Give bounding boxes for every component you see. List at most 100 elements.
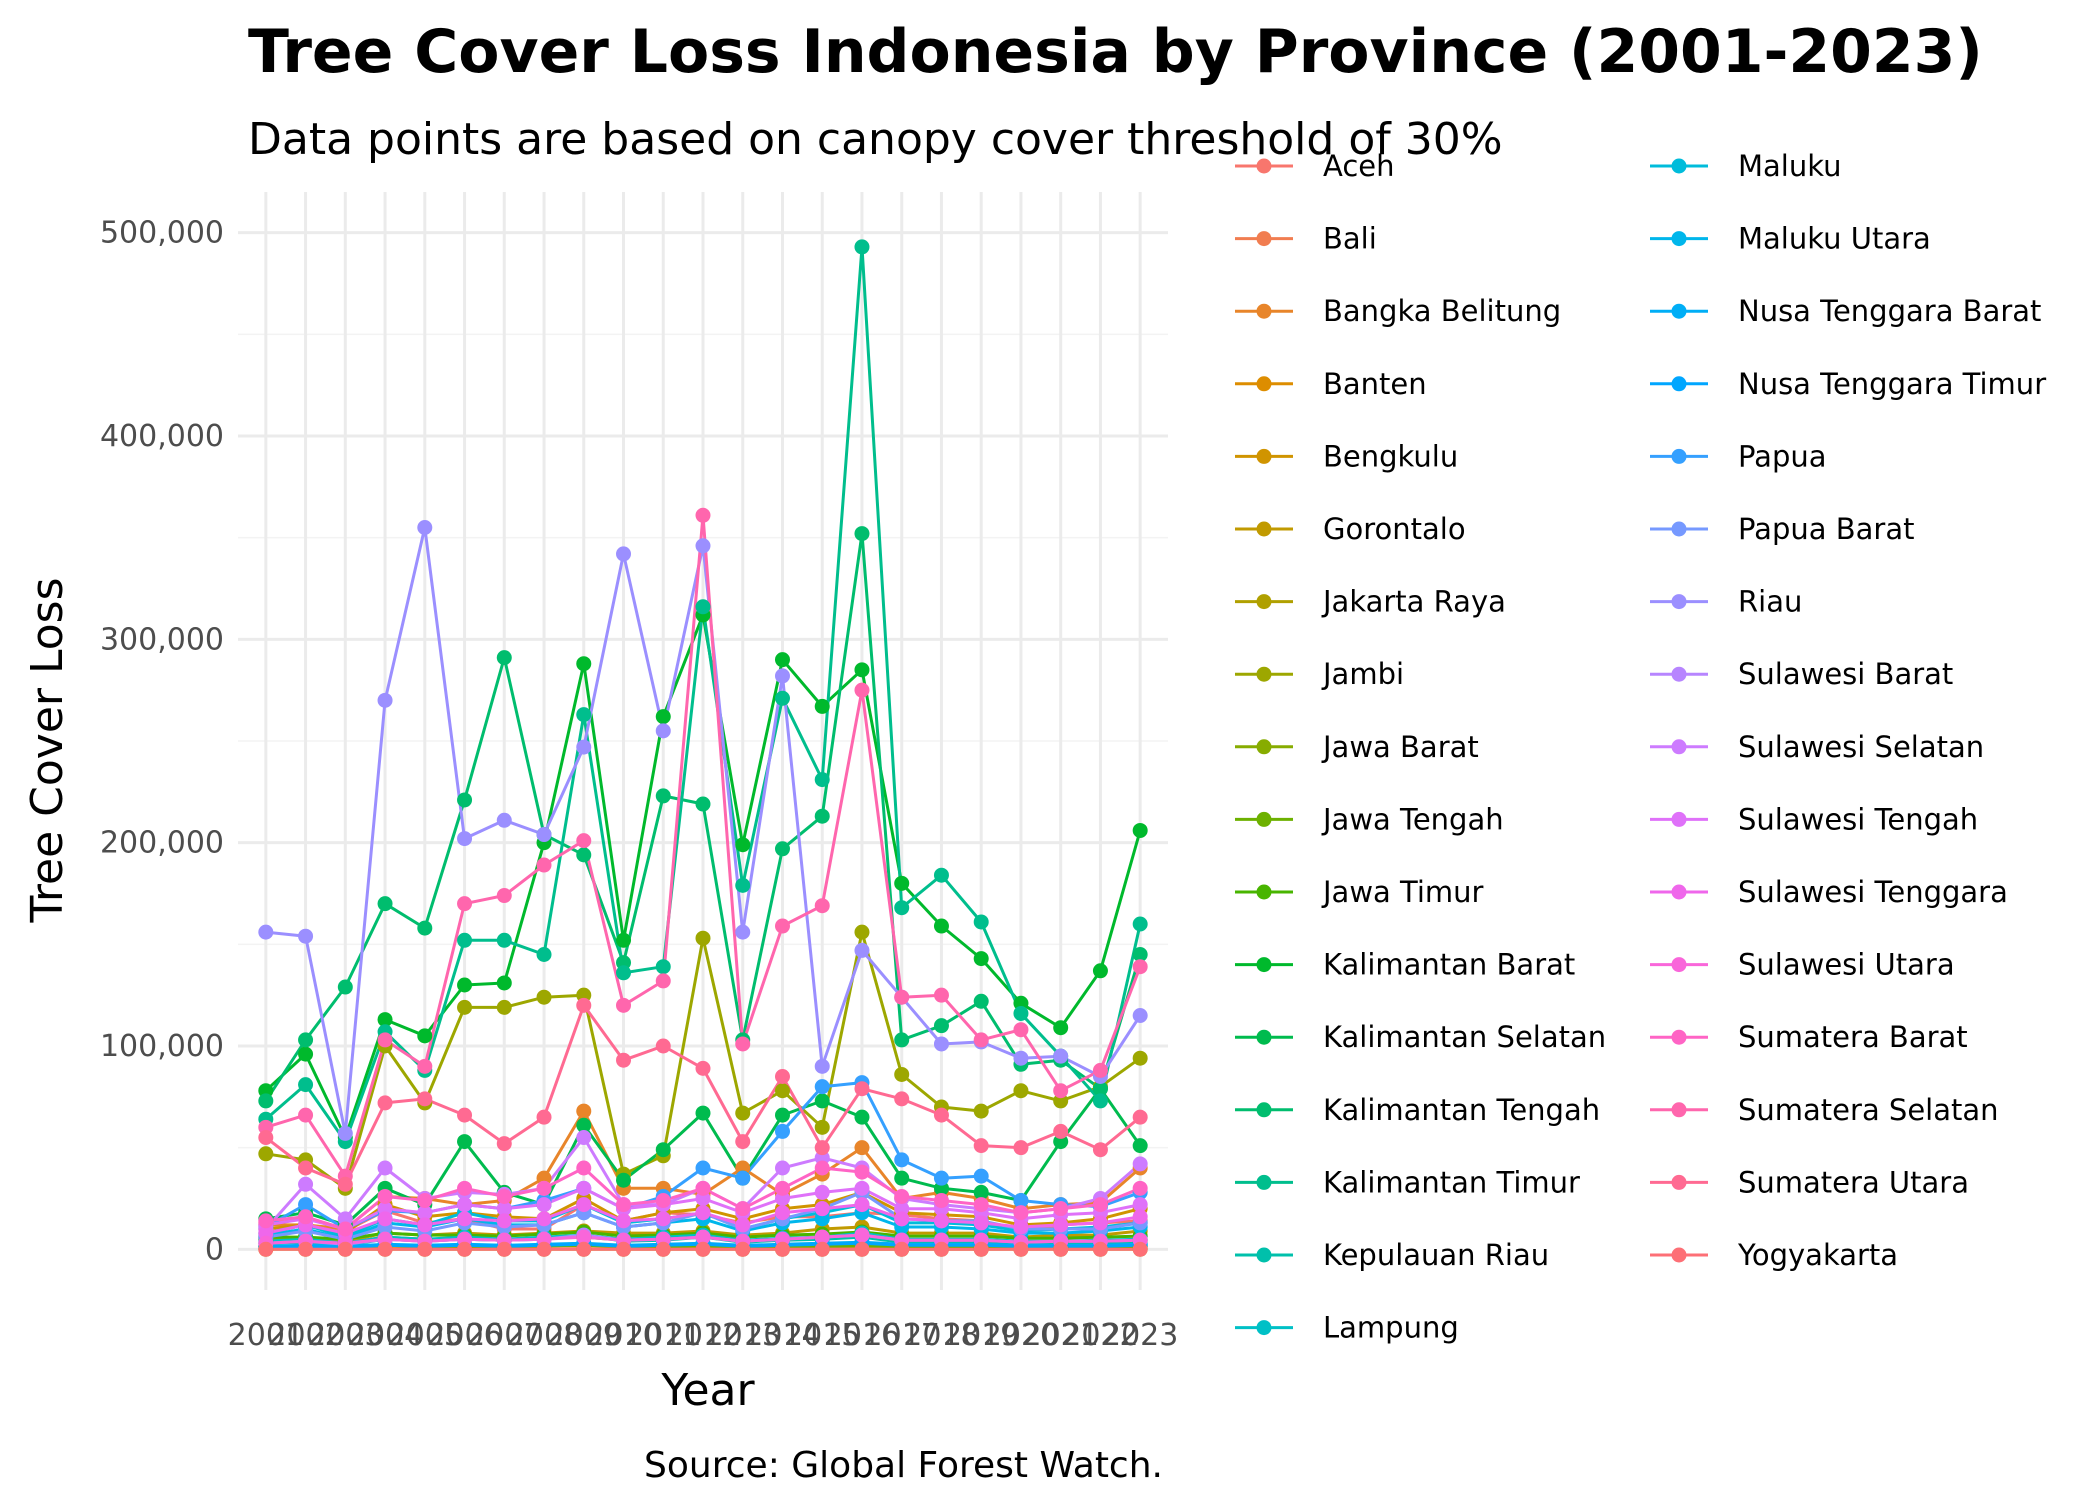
data-point [616, 965, 632, 981]
data-point [337, 1221, 353, 1237]
y-tick-label: 300,000 [100, 622, 224, 657]
legend-key-point [1671, 448, 1687, 464]
data-point [1053, 1201, 1069, 1217]
data-point [1013, 1022, 1029, 1038]
data-point [695, 599, 711, 615]
legend-label: Bali [1323, 222, 1377, 256]
data-point [695, 1060, 711, 1076]
data-point [1092, 963, 1108, 979]
legend-label: Yogyakarta [1737, 1238, 1898, 1272]
data-point [496, 999, 512, 1015]
legend-label: Kalimantan Tengah [1323, 1093, 1600, 1127]
data-point [774, 1205, 790, 1221]
legend-label: Bangka Belitung [1323, 294, 1561, 328]
data-point [814, 1241, 830, 1257]
data-point [258, 1130, 274, 1145]
data-point [258, 1241, 274, 1257]
data-point [735, 1105, 751, 1121]
legend-item: Sumatera Utara [1650, 1165, 1969, 1199]
y-axis-ticks: 0 100,000 200,000 300,000 400,000 500,000 [100, 216, 224, 1268]
x-tick-label: 2013 [705, 1318, 781, 1353]
legend-item: Jawa Timur [1235, 875, 1484, 909]
data-point [576, 1241, 592, 1257]
data-point [457, 932, 473, 948]
legend-item: Kalimantan Selatan [1235, 1020, 1606, 1054]
legend-key-point [1671, 1174, 1687, 1190]
data-point [774, 1241, 790, 1257]
data-point [457, 1197, 473, 1213]
legend-key-point [1256, 521, 1272, 537]
data-point [457, 1180, 473, 1196]
data-point [1013, 1219, 1029, 1235]
data-point [814, 1058, 830, 1074]
legend-label: Sumatera Selatan [1738, 1093, 1999, 1127]
data-point [973, 1215, 989, 1231]
data-point [1053, 1241, 1069, 1257]
legend-item: Bangka Belitung [1235, 294, 1561, 328]
data-point [1013, 1050, 1029, 1066]
data-point [417, 1217, 433, 1233]
data-point [894, 1170, 910, 1186]
data-point [814, 772, 830, 788]
data-point [576, 656, 592, 672]
legend-label: Papua Barat [1738, 512, 1914, 546]
data-point [735, 1134, 751, 1150]
legend-key-point [1671, 1029, 1687, 1045]
legend-label: Sulawesi Barat [1738, 657, 1953, 691]
data-point [735, 837, 751, 853]
x-tick-label: 2012 [665, 1318, 741, 1353]
legend-item: Sulawesi Barat [1650, 657, 1953, 691]
legend-key-point [1256, 1029, 1272, 1045]
data-point [298, 1209, 314, 1225]
data-point [1132, 916, 1148, 932]
data-point [655, 1241, 671, 1257]
data-point [854, 1241, 870, 1257]
data-point [735, 877, 751, 893]
data-point [496, 975, 512, 991]
x-tick-label: 2011 [625, 1318, 701, 1353]
data-point [377, 1241, 393, 1257]
legend-item: Lampung [1235, 1311, 1459, 1345]
data-point [655, 1142, 671, 1158]
legend-label: Kalimantan Timur [1323, 1165, 1580, 1199]
data-point [735, 1036, 751, 1052]
data-point [1013, 1205, 1029, 1221]
legend-item: Jawa Barat [1235, 730, 1479, 764]
legend-key-point [1671, 158, 1687, 174]
x-tick-label: 2002 [267, 1318, 343, 1353]
data-point [973, 1241, 989, 1257]
data-point [1053, 1048, 1069, 1064]
data-point [377, 1032, 393, 1048]
data-point [854, 1227, 870, 1243]
data-point [616, 1197, 632, 1213]
data-point [854, 662, 870, 678]
legend-label: Maluku [1738, 149, 1842, 183]
data-point [894, 1188, 910, 1204]
data-point [814, 1119, 830, 1135]
data-point [496, 1201, 512, 1217]
legend-label: Jawa Tengah [1321, 802, 1504, 836]
x-tick-label: 2007 [466, 1318, 542, 1353]
legend-item: Jawa Tengah [1235, 802, 1504, 836]
data-point [1092, 1197, 1108, 1213]
x-tick-label: 2020 [983, 1318, 1059, 1353]
data-point [774, 1069, 790, 1084]
x-tick-label: 2021 [1023, 1318, 1099, 1353]
data-point [377, 1211, 393, 1227]
data-point [774, 1160, 790, 1176]
data-point [894, 989, 910, 1005]
legend-item: Kalimantan Tengah [1235, 1093, 1600, 1127]
data-point [616, 1172, 632, 1188]
legend-key-point [1256, 376, 1272, 392]
legend-label: Sulawesi Tenggara [1738, 875, 2008, 909]
legend-label: Bengkulu [1323, 439, 1458, 473]
data-point [496, 932, 512, 948]
legend-label: Jakarta Raya [1321, 585, 1506, 619]
data-point [1053, 1020, 1069, 1036]
chart-title: Tree Cover Loss Indonesia by Province (2… [248, 17, 1983, 87]
data-point [616, 932, 632, 948]
x-tick-label: 2004 [347, 1318, 423, 1353]
data-point [457, 1134, 473, 1150]
legend-item: Sulawesi Utara [1650, 948, 1955, 982]
data-point [655, 709, 671, 725]
